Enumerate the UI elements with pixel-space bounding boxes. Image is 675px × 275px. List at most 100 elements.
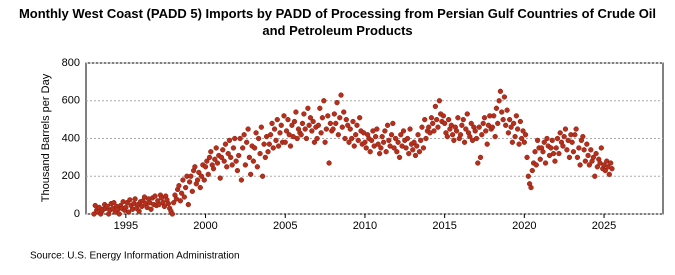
data-point [362, 139, 368, 145]
data-point [355, 137, 361, 144]
data-point [298, 132, 304, 138]
data-point [410, 147, 416, 153]
data-point [221, 158, 227, 164]
data-point [220, 147, 226, 153]
data-point [229, 162, 235, 168]
data-point [420, 145, 427, 151]
data-point [350, 118, 356, 125]
data-point [472, 128, 478, 134]
data-point [416, 149, 423, 155]
data-point [404, 135, 411, 142]
data-point [383, 149, 389, 155]
data-point [572, 132, 578, 138]
data-point [318, 130, 324, 136]
data-point [363, 145, 369, 151]
data-point [510, 120, 517, 127]
data-point [285, 116, 291, 123]
data-point [213, 145, 219, 151]
data-point [310, 118, 316, 125]
x-tick-label: 2015 [432, 220, 456, 232]
data-point [580, 133, 586, 140]
data-point [432, 103, 439, 110]
data-point [418, 137, 424, 144]
data-point [484, 141, 490, 147]
x-tick-label: 2010 [353, 220, 377, 232]
data-point [322, 139, 328, 145]
data-point [576, 145, 582, 151]
data-point [309, 128, 315, 134]
data-point [561, 133, 567, 140]
data-point [242, 162, 249, 168]
x-tick-label: 2005 [273, 220, 297, 232]
data-point [396, 154, 403, 161]
data-point [594, 164, 600, 170]
data-point [544, 135, 550, 142]
data-point [245, 126, 251, 132]
data-point [395, 139, 401, 145]
data-point [508, 124, 514, 130]
data-point [346, 139, 352, 145]
data-point [341, 109, 347, 115]
data-point [588, 147, 594, 153]
data-point [400, 128, 407, 134]
data-point [325, 113, 331, 119]
data-point [590, 154, 596, 161]
data-point [444, 133, 450, 140]
data-point [224, 164, 230, 170]
data-point [294, 135, 300, 142]
data-point [251, 145, 258, 151]
data-point [522, 132, 529, 138]
data-point [457, 132, 464, 138]
data-point [455, 115, 461, 121]
data-point [569, 139, 575, 145]
data-point [165, 200, 172, 207]
chart-title: Monthly West Coast (PADD 5) Imports by P… [18, 6, 657, 38]
data-point [388, 132, 395, 138]
data-point [232, 135, 238, 142]
data-point [504, 107, 510, 113]
data-point [428, 115, 435, 121]
data-point [564, 147, 570, 153]
data-point [392, 135, 399, 142]
data-point [353, 132, 359, 138]
data-point [557, 130, 563, 136]
data-point [169, 211, 176, 217]
data-point [192, 164, 198, 170]
data-point [585, 152, 591, 159]
data-point [384, 122, 391, 128]
data-point [481, 115, 488, 121]
data-point [582, 158, 589, 164]
data-point [148, 206, 154, 212]
data-point [414, 143, 420, 149]
data-point [430, 120, 436, 127]
data-point [512, 133, 518, 140]
data-point [517, 118, 523, 125]
data-point [367, 149, 373, 155]
data-point [525, 173, 531, 179]
source: Source: U.S. Energy Information Administ… [30, 251, 240, 262]
data-point [483, 128, 489, 134]
data-point [171, 200, 177, 206]
data-point [262, 154, 268, 161]
data-point [566, 154, 573, 161]
data-point [323, 126, 330, 132]
data-point [347, 126, 353, 132]
data-point [386, 137, 392, 144]
y-tick-label: 0 [74, 208, 80, 220]
data-point [378, 145, 384, 151]
data-point [505, 130, 512, 136]
data-point [540, 149, 546, 155]
data-point [186, 179, 193, 185]
data-point [327, 120, 333, 127]
data-point [299, 120, 306, 127]
data-point [351, 143, 357, 149]
data-point [214, 160, 221, 166]
data-point [188, 173, 194, 179]
data-point [180, 177, 186, 183]
data-point [222, 141, 229, 147]
data-point [212, 156, 218, 162]
data-point [267, 132, 274, 138]
data-point [542, 160, 549, 166]
data-point [189, 188, 195, 195]
data-point [277, 130, 283, 136]
